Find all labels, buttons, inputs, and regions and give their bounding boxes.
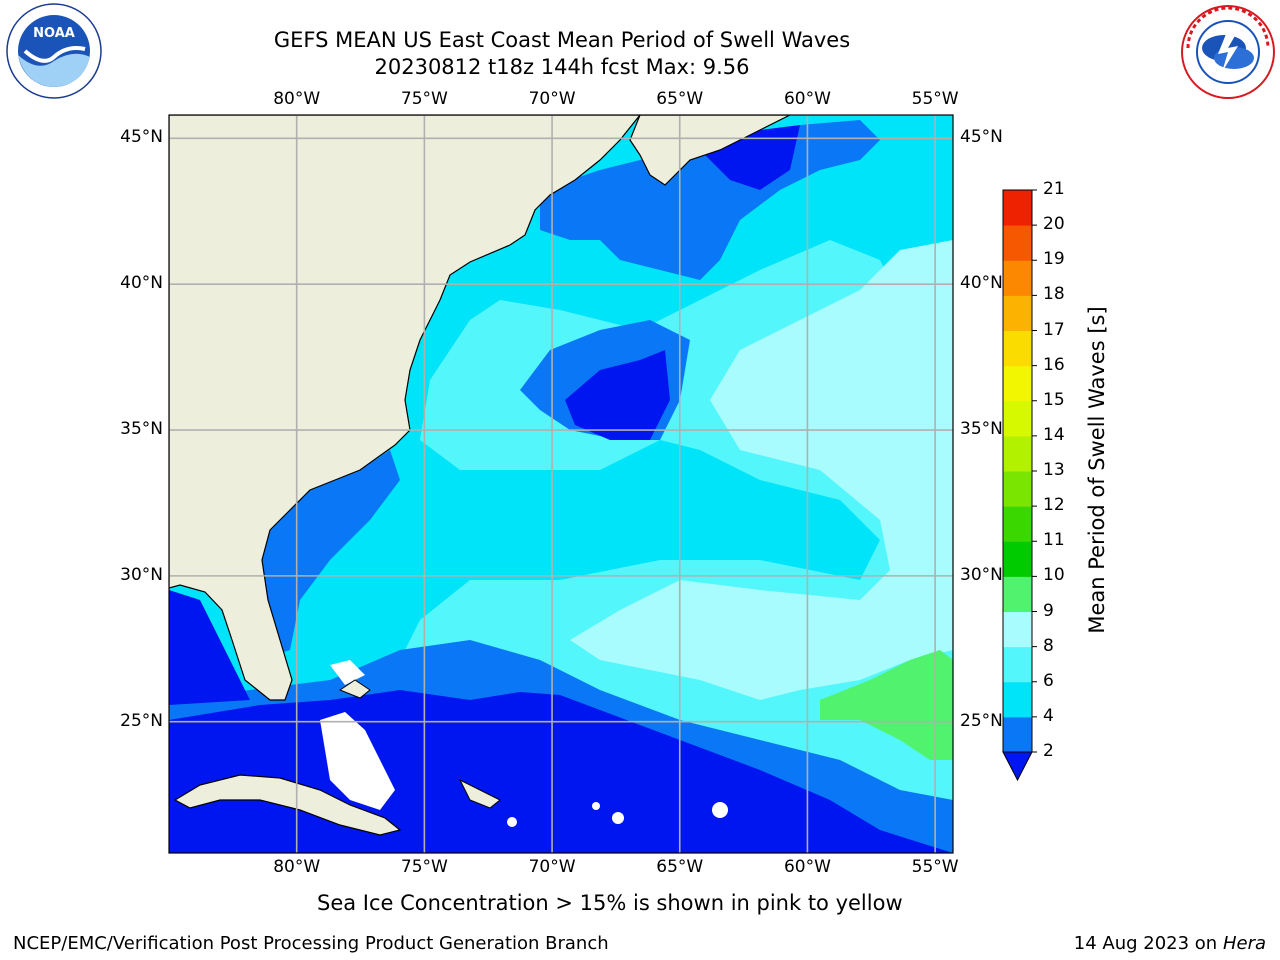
missing-data-dot — [592, 802, 600, 810]
swell-field-lt2-north — [700, 125, 800, 190]
run-date: 14 Aug 2023 on Hera — [1074, 933, 1266, 954]
lat-label-left: 40°N — [120, 273, 163, 294]
lon-label-bottom: 70°W — [528, 857, 576, 877]
swell-field-2-4-north — [540, 120, 880, 280]
colorbar-tick-label: 17 — [1043, 319, 1065, 340]
lon-label-top: 55°W — [911, 89, 959, 109]
colorbar-tick-label: 12 — [1043, 495, 1065, 516]
lon-label-bottom: 55°W — [911, 857, 959, 877]
missing-data-bahamas — [320, 712, 395, 810]
branch-credit: NCEP/EMC/Verification Post Processing Pr… — [13, 933, 609, 954]
lat-label-left: 25°N — [120, 710, 163, 731]
colorbar-segment — [1003, 646, 1032, 683]
lon-label-top: 70°W — [528, 89, 576, 109]
colorbar-tick-label: 6 — [1043, 670, 1054, 691]
colorbar-tick-label: 13 — [1043, 460, 1065, 480]
swell-field-9-10 — [820, 650, 953, 760]
map-frame — [168, 114, 954, 854]
missing-data-dot — [712, 802, 728, 818]
missing-data-dot — [612, 812, 624, 824]
colorbar-tick-label: 10 — [1043, 565, 1065, 586]
colorbar-tick-label: 9 — [1043, 600, 1054, 621]
chart-subtitle: 20230812 t18z 144h fcst Max: 9.56 — [374, 55, 750, 79]
colorbar-segment — [1003, 295, 1032, 331]
land-us-east-coast — [169, 115, 641, 701]
lat-label-left: 35°N — [120, 419, 163, 440]
colorbar-label: Mean Period of Swell Waves [s] — [1085, 306, 1109, 634]
colorbar-segment — [1003, 541, 1032, 577]
lon-label-top: 60°W — [783, 89, 831, 109]
colorbar-segment — [1003, 681, 1032, 718]
colorbar-segment — [1003, 506, 1032, 542]
colorbar-tick-label: 21 — [1043, 179, 1065, 199]
lon-label-top: 65°W — [656, 89, 704, 109]
colorbar-tick-label: 16 — [1043, 354, 1065, 375]
colorbar-segment — [1003, 400, 1032, 437]
colorbar-segment — [1003, 260, 1032, 296]
colorbar-segment — [1003, 365, 1032, 402]
lat-label-right: 40°N — [960, 273, 1003, 294]
lat-label-right: 45°N — [960, 127, 1003, 148]
colorbar-segment — [1003, 576, 1032, 612]
colorbar-tick-label: 18 — [1043, 284, 1065, 305]
colorbar-tick-label: 20 — [1043, 214, 1065, 235]
lon-label-bottom: 60°W — [783, 857, 831, 877]
lat-label-right: 30°N — [960, 564, 1003, 585]
colorbar-tick-label: 2 — [1043, 741, 1054, 761]
colorbar-tick-label: 11 — [1043, 530, 1065, 551]
missing-data-dot — [507, 817, 517, 827]
colorbar-segment — [1003, 190, 1032, 226]
lat-label-right: 35°N — [960, 419, 1003, 440]
land-maritimes — [629, 115, 791, 186]
run-date-text: 14 Aug 2023 on — [1073, 933, 1218, 954]
lat-label-right: 25°N — [960, 710, 1003, 731]
noaa-logo-text: NOAA — [33, 26, 75, 41]
lon-label-bottom: 75°W — [400, 857, 448, 877]
colorbar — [1002, 189, 1037, 782]
noaa-logo: NOAA — [3, 3, 105, 99]
colorbar-tick-label: 19 — [1043, 249, 1065, 270]
map-gridlines — [169, 115, 953, 853]
land-islands — [338, 679, 371, 699]
colorbar-under-extension — [1002, 751, 1033, 782]
colorbar-tick-label: 4 — [1043, 705, 1054, 726]
lat-label-left: 30°N — [120, 564, 163, 585]
colorbar-tick-label: 8 — [1043, 635, 1054, 656]
land-islands — [458, 778, 501, 809]
ice-note: Sea Ice Concentration > 15% is shown in … — [317, 891, 903, 915]
nws-logo — [1178, 4, 1278, 100]
colorbar-tick-label: 15 — [1043, 389, 1065, 410]
colorbar-segment — [1003, 716, 1032, 753]
lon-label-bottom: 65°W — [656, 857, 704, 877]
land-cuba — [173, 774, 402, 836]
colorbar-segment — [1003, 611, 1032, 648]
swell-field-lt2-gulf — [169, 590, 250, 705]
missing-data-patch — [330, 660, 365, 685]
swell-field-8-9 — [570, 240, 953, 700]
colorbar-segment — [1003, 225, 1032, 261]
swell-field-lt2-central — [565, 350, 670, 440]
colorbar-segment — [1003, 330, 1032, 367]
map-field — [169, 115, 953, 853]
machine-name: Hera — [1222, 933, 1266, 954]
lat-label-left: 45°N — [120, 127, 163, 148]
colorbar-tick-label: 14 — [1043, 424, 1065, 445]
lon-label-top: 80°W — [273, 89, 321, 109]
colorbar-segment — [1003, 435, 1032, 472]
lon-label-top: 75°W — [400, 89, 448, 109]
colorbar-segment — [1003, 471, 1032, 507]
chart-title: GEFS MEAN US East Coast Mean Period of S… — [273, 28, 851, 52]
lon-label-bottom: 80°W — [273, 857, 321, 877]
